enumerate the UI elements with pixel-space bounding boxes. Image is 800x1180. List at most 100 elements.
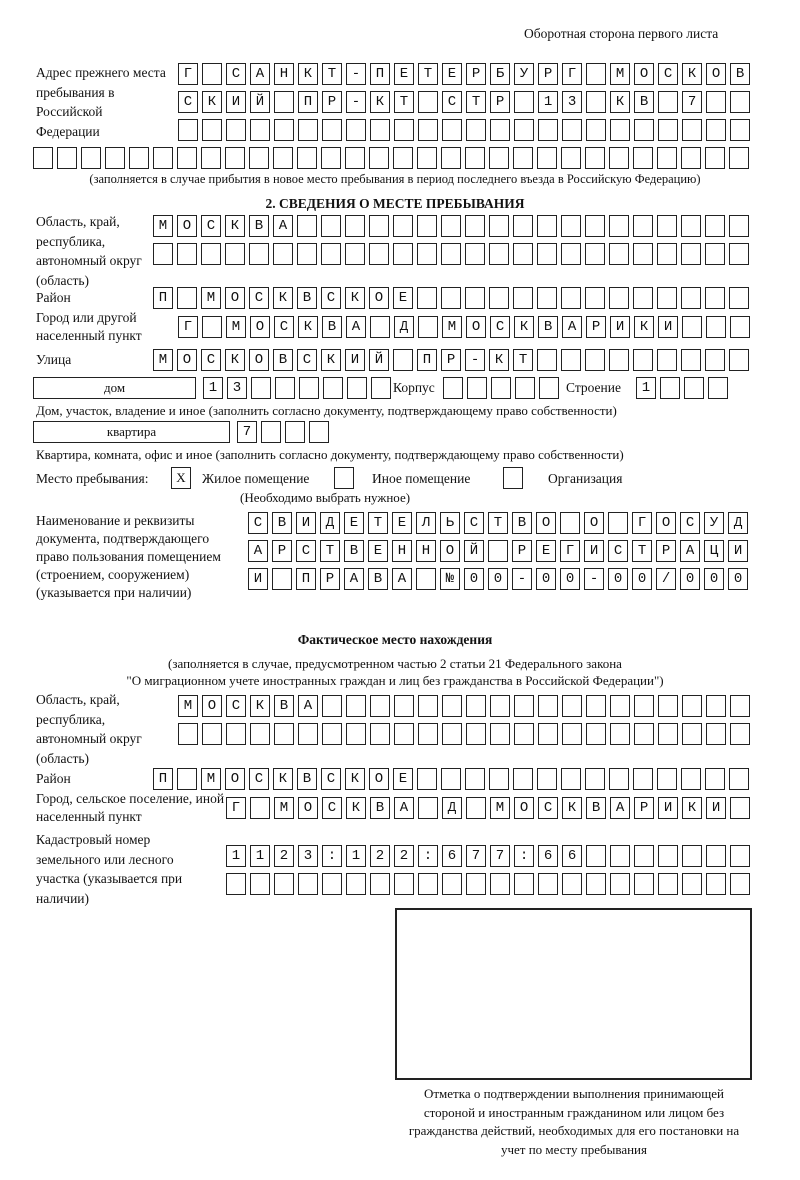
char-cell[interactable]	[346, 723, 366, 745]
char-cell[interactable]	[490, 873, 510, 895]
char-cell[interactable]	[442, 695, 462, 717]
char-cell[interactable]	[538, 873, 558, 895]
char-cell[interactable]	[464, 568, 484, 590]
char-cell[interactable]	[561, 768, 581, 790]
flat-number-field[interactable]: 7	[237, 421, 333, 443]
char-cell[interactable]	[538, 797, 558, 819]
char-cell[interactable]	[272, 568, 292, 590]
char-cell[interactable]	[345, 215, 365, 237]
char-cell[interactable]	[466, 797, 486, 819]
char-cell[interactable]	[297, 147, 317, 169]
char-cell[interactable]	[586, 119, 606, 141]
char-cell[interactable]	[177, 768, 197, 790]
char-cell[interactable]	[177, 243, 197, 265]
char-cell[interactable]	[609, 349, 629, 371]
char-cell[interactable]	[322, 797, 342, 819]
char-cell[interactable]	[298, 797, 318, 819]
char-cell[interactable]	[346, 873, 366, 895]
char-cell[interactable]	[514, 119, 534, 141]
char-cell[interactable]	[490, 91, 510, 113]
char-cell[interactable]	[298, 873, 318, 895]
char-cell[interactable]	[322, 119, 342, 141]
char-cell[interactable]	[658, 91, 678, 113]
char-cell[interactable]	[442, 845, 462, 867]
char-cell[interactable]	[178, 695, 198, 717]
char-cell[interactable]	[466, 119, 486, 141]
char-cell[interactable]	[297, 768, 317, 790]
char-cell[interactable]	[465, 287, 485, 309]
char-cell[interactable]	[418, 797, 438, 819]
char-cell[interactable]	[418, 316, 438, 338]
actual-region-row-1[interactable]: МОСКВА	[178, 695, 754, 717]
char-cell[interactable]	[370, 845, 390, 867]
char-cell[interactable]	[466, 316, 486, 338]
char-cell[interactable]	[586, 873, 606, 895]
char-cell[interactable]	[634, 845, 654, 867]
char-cell[interactable]	[417, 243, 437, 265]
char-cell[interactable]	[394, 797, 414, 819]
char-cell[interactable]	[322, 845, 342, 867]
char-cell[interactable]	[202, 63, 222, 85]
char-cell[interactable]	[704, 512, 724, 534]
char-cell[interactable]	[514, 91, 534, 113]
char-cell[interactable]	[610, 873, 630, 895]
char-cell[interactable]	[322, 316, 342, 338]
char-cell[interactable]	[321, 147, 341, 169]
char-cell[interactable]	[632, 512, 652, 534]
char-cell[interactable]	[728, 512, 748, 534]
char-cell[interactable]	[369, 768, 389, 790]
char-cell[interactable]	[298, 63, 318, 85]
char-cell[interactable]	[346, 119, 366, 141]
char-cell[interactable]	[296, 540, 316, 562]
char-cell[interactable]	[514, 845, 534, 867]
char-cell[interactable]	[225, 147, 245, 169]
char-cell[interactable]	[608, 512, 628, 534]
char-cell[interactable]	[394, 63, 414, 85]
char-cell[interactable]	[442, 797, 462, 819]
char-cell[interactable]	[178, 316, 198, 338]
char-cell[interactable]	[237, 421, 257, 443]
char-cell[interactable]	[249, 243, 269, 265]
char-cell[interactable]	[226, 119, 246, 141]
char-cell[interactable]	[441, 768, 461, 790]
char-cell[interactable]	[634, 119, 654, 141]
char-cell[interactable]	[729, 768, 749, 790]
char-cell[interactable]	[297, 215, 317, 237]
char-cell[interactable]	[417, 215, 437, 237]
char-cell[interactable]	[250, 91, 270, 113]
char-cell[interactable]	[249, 768, 269, 790]
char-cell[interactable]	[491, 377, 511, 399]
char-cell[interactable]	[225, 243, 245, 265]
char-cell[interactable]	[705, 287, 725, 309]
char-cell[interactable]	[465, 349, 485, 371]
char-cell[interactable]	[706, 845, 726, 867]
char-cell[interactable]	[417, 147, 437, 169]
char-cell[interactable]	[537, 287, 557, 309]
char-cell[interactable]	[33, 147, 53, 169]
char-cell[interactable]	[656, 568, 676, 590]
char-cell[interactable]	[273, 768, 293, 790]
char-cell[interactable]	[562, 873, 582, 895]
char-cell[interactable]	[704, 540, 724, 562]
char-cell[interactable]	[273, 147, 293, 169]
char-cell[interactable]	[730, 63, 750, 85]
char-cell[interactable]	[226, 91, 246, 113]
char-cell[interactable]	[562, 695, 582, 717]
char-cell[interactable]	[321, 287, 341, 309]
char-cell[interactable]	[488, 512, 508, 534]
char-cell[interactable]	[512, 540, 532, 562]
char-cell[interactable]	[562, 316, 582, 338]
char-cell[interactable]	[633, 287, 653, 309]
char-cell[interactable]	[153, 147, 173, 169]
char-cell[interactable]	[490, 723, 510, 745]
char-cell[interactable]	[226, 63, 246, 85]
char-cell[interactable]	[729, 147, 749, 169]
char-cell[interactable]	[609, 147, 629, 169]
char-cell[interactable]	[704, 568, 724, 590]
char-cell[interactable]	[178, 119, 198, 141]
char-cell[interactable]	[249, 349, 269, 371]
char-cell[interactable]	[490, 797, 510, 819]
char-cell[interactable]	[586, 316, 606, 338]
char-cell[interactable]	[585, 287, 605, 309]
char-cell[interactable]	[153, 349, 173, 371]
